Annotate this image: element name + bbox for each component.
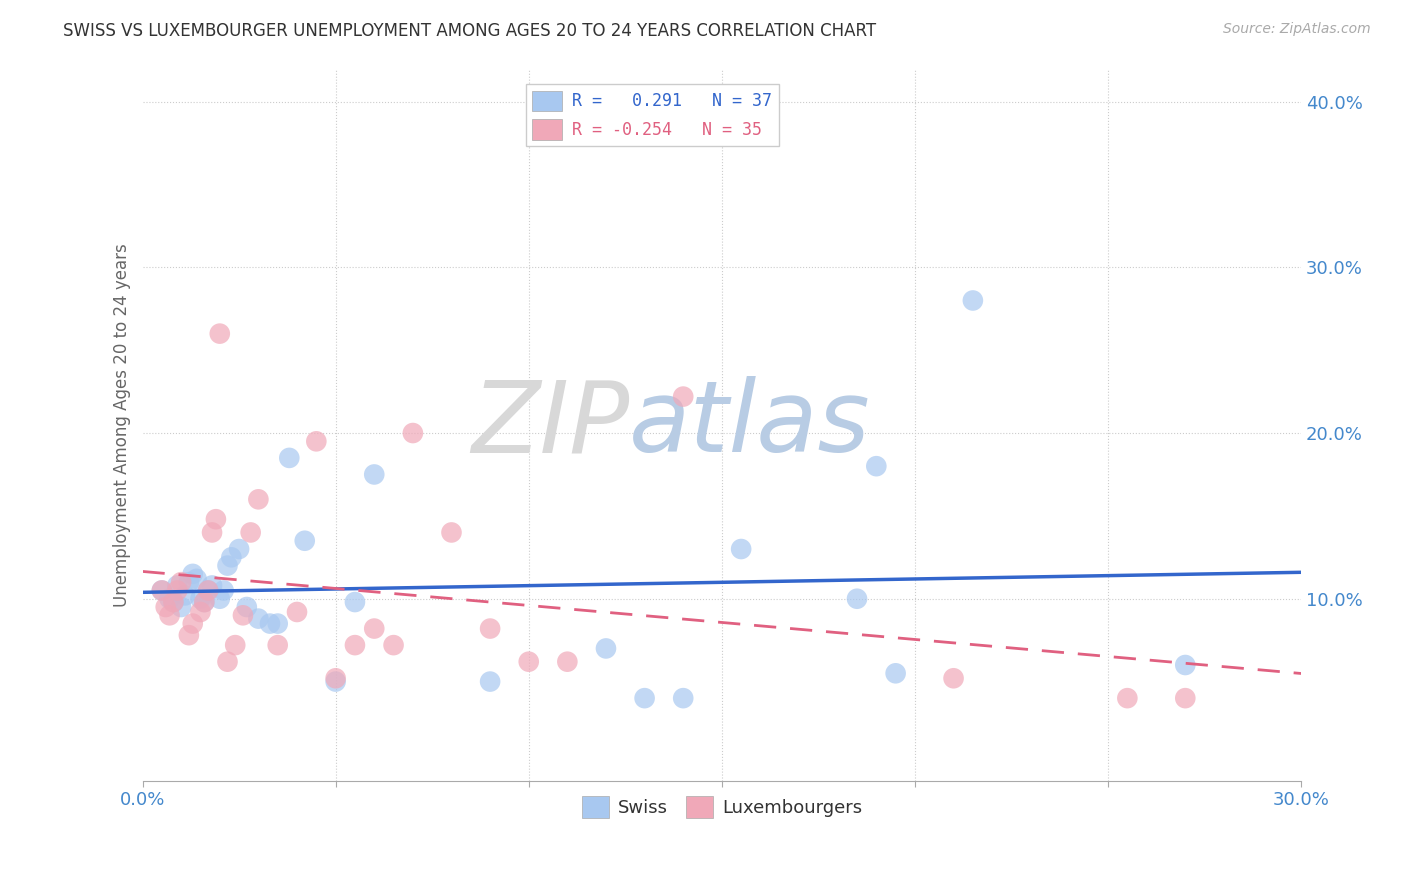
Point: [343, 638, 366, 652]
Point: [236, 600, 259, 615]
Point: [1116, 691, 1139, 706]
Point: [672, 390, 695, 404]
Point: [402, 425, 425, 440]
Point: [162, 595, 184, 609]
Point: [162, 595, 184, 609]
Point: [217, 558, 239, 573]
Point: [181, 566, 204, 581]
Point: [201, 525, 224, 540]
Point: [193, 595, 215, 609]
Point: [150, 583, 173, 598]
Point: [294, 533, 316, 548]
Text: Source: ZipAtlas.com: Source: ZipAtlas.com: [1223, 22, 1371, 37]
Point: [479, 622, 502, 636]
Point: [633, 691, 655, 706]
Point: [363, 622, 385, 636]
Point: [208, 591, 231, 606]
Point: [285, 605, 308, 619]
Point: [865, 459, 887, 474]
Point: [730, 542, 752, 557]
Point: [201, 578, 224, 592]
Point: [382, 638, 405, 652]
Point: [166, 583, 188, 598]
Text: ZIP: ZIP: [471, 376, 628, 474]
Point: [517, 655, 540, 669]
Point: [217, 655, 239, 669]
Point: [159, 591, 181, 606]
Point: [221, 550, 243, 565]
Point: [325, 674, 347, 689]
Point: [177, 628, 200, 642]
Point: [595, 641, 617, 656]
Point: [1174, 691, 1197, 706]
Point: [343, 595, 366, 609]
Point: [259, 616, 281, 631]
Point: [212, 583, 235, 598]
Point: [846, 591, 869, 606]
Point: [247, 492, 270, 507]
Point: [884, 666, 907, 681]
Text: atlas: atlas: [628, 376, 870, 474]
Point: [557, 655, 579, 669]
Point: [197, 583, 219, 598]
Point: [186, 572, 208, 586]
Point: [174, 589, 197, 603]
Y-axis label: Unemployment Among Ages 20 to 24 years: Unemployment Among Ages 20 to 24 years: [114, 243, 131, 607]
Point: [228, 542, 250, 557]
Point: [479, 674, 502, 689]
Point: [1174, 658, 1197, 673]
Point: [208, 326, 231, 341]
Text: SWISS VS LUXEMBOURGER UNEMPLOYMENT AMONG AGES 20 TO 24 YEARS CORRELATION CHART: SWISS VS LUXEMBOURGER UNEMPLOYMENT AMONG…: [63, 22, 876, 40]
Point: [170, 600, 193, 615]
Point: [962, 293, 984, 308]
Point: [232, 608, 254, 623]
Point: [177, 575, 200, 590]
Point: [170, 575, 193, 590]
Point: [181, 616, 204, 631]
Point: [224, 638, 246, 652]
Point: [267, 616, 290, 631]
Point: [190, 605, 212, 619]
Point: [193, 595, 215, 609]
Point: [325, 671, 347, 685]
Point: [278, 450, 301, 465]
Point: [440, 525, 463, 540]
Point: [247, 612, 270, 626]
Point: [205, 512, 228, 526]
Point: [155, 600, 177, 615]
Point: [672, 691, 695, 706]
Point: [150, 583, 173, 598]
Point: [166, 578, 188, 592]
Point: [190, 591, 212, 606]
Point: [363, 467, 385, 482]
Point: [305, 434, 328, 449]
Point: [159, 608, 181, 623]
Legend: Swiss, Luxembourgers: Swiss, Luxembourgers: [575, 789, 869, 825]
Point: [239, 525, 262, 540]
Point: [197, 583, 219, 598]
Point: [267, 638, 290, 652]
Point: [942, 671, 965, 685]
